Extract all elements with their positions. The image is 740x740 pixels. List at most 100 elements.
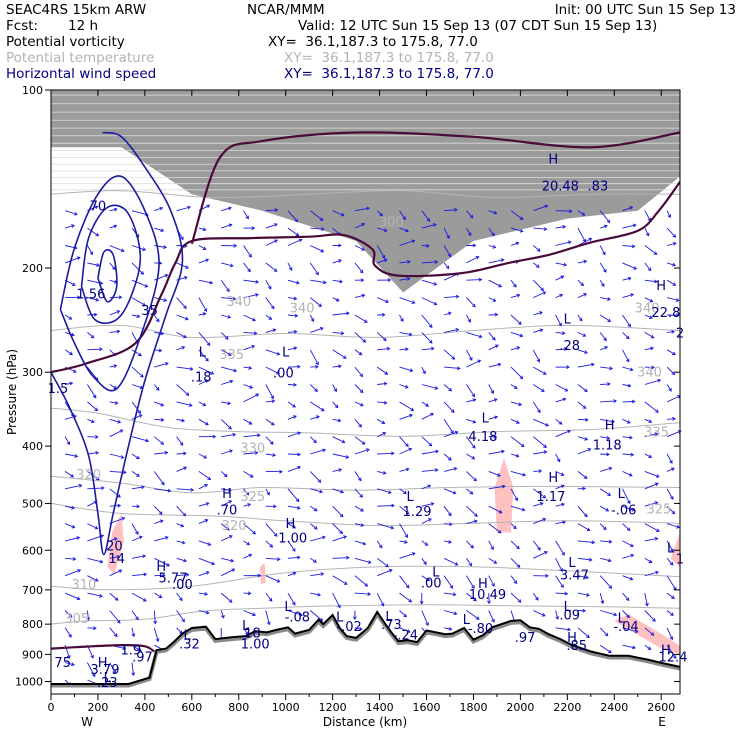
wind-vector-head-682 (672, 282, 677, 286)
wind-vector-head-207 (231, 568, 236, 572)
wind-vector-head-188 (233, 243, 238, 248)
wind-vector-head-541 (538, 469, 543, 473)
wind-vector-head-534 (536, 358, 541, 363)
wind-vector-head-237 (274, 223, 278, 227)
wind-vector-24 (64, 627, 72, 638)
wind-vector-358 (376, 245, 385, 259)
wind-vector-head-359 (383, 258, 388, 263)
wind-vector-6 (64, 314, 72, 320)
wind-vector-head-477 (475, 616, 480, 620)
wind-vector-head-96 (138, 414, 143, 418)
wind-vector-368 (376, 418, 385, 424)
wind-vector-632 (622, 314, 631, 327)
wind-vector-head-515 (520, 443, 525, 448)
wind-vector-94 (131, 384, 143, 389)
theta-contour-305-6 (50, 604, 681, 625)
wind-vector-518 (510, 488, 518, 501)
wind-vector-569 (555, 540, 565, 556)
wind-vector-head-100 (141, 485, 145, 490)
wind-vector-head-385 (400, 318, 404, 322)
wind-vector-326 (332, 523, 343, 534)
wind-vector-head-110 (131, 672, 136, 677)
wind-vector-head-73 (117, 503, 122, 508)
wind-vector-641 (622, 470, 633, 477)
wind-vector-head-240 (267, 285, 272, 290)
wind-vector-head-342 (359, 402, 364, 407)
wind-vector-475 (466, 575, 475, 589)
contour-label-18: L (199, 345, 207, 360)
wind-vector-593 (577, 523, 591, 531)
wind-vector-head-364 (386, 346, 391, 351)
wind-vector-164 (198, 245, 207, 250)
wind-vector-385 (399, 314, 404, 322)
wind-vector-head-491 (493, 434, 498, 439)
wind-vector-321 (332, 436, 345, 443)
wind-vector-216 (243, 294, 259, 299)
wind-vector-322 (332, 453, 349, 458)
wind-vector-head-79 (116, 619, 121, 624)
wind-vector-129 (154, 520, 163, 525)
contour-label-64: L (463, 613, 471, 628)
wind-vector-20 (65, 557, 76, 560)
wind-vector-head-623 (613, 612, 618, 617)
wind-vector-head-489 (493, 398, 498, 402)
wind-vector-head-99 (136, 473, 140, 477)
wind-vector-314 (332, 312, 350, 316)
wind-vector-head-474 (468, 562, 472, 567)
wind-vector-240 (265, 279, 272, 290)
wind-vector-48 (87, 557, 103, 563)
wind-vector-head-203 (228, 500, 233, 504)
wind-vector-head-261 (295, 232, 300, 237)
wind-vector-head-48 (99, 559, 104, 564)
wind-vector-head-326 (339, 530, 344, 535)
wind-vector-head-76 (116, 554, 121, 559)
wind-vector-head-135 (155, 638, 160, 643)
wind-vector-127 (154, 488, 171, 492)
contour-label-68: .09 (559, 608, 580, 623)
wind-vector-head-230 (246, 541, 251, 546)
wind-vector-head-561 (562, 397, 567, 402)
wind-vector-head-552 (567, 240, 572, 245)
wind-vector-95 (131, 401, 141, 414)
wind-vector-head-487 (497, 362, 502, 367)
wind-vector-head-268 (293, 346, 298, 351)
wind-vector-668 (644, 482, 659, 490)
wind-vector-head-521 (516, 545, 520, 550)
wind-vector-561 (555, 398, 566, 403)
wind-vector-701 (666, 610, 674, 616)
wind-vector-head-448 (448, 539, 452, 544)
wind-vector-head-447 (449, 522, 453, 527)
wind-vector-46 (87, 523, 98, 530)
contour-label-72: .18 (240, 626, 261, 641)
wind-vector-head-116 (163, 298, 168, 303)
wind-vector-head-283 (299, 612, 303, 617)
wind-vector-head-615 (608, 466, 613, 471)
wind-vector-570 (555, 558, 563, 572)
wind-vector-head-395 (403, 490, 407, 495)
wind-vector-673 (644, 571, 659, 577)
wind-vector-488 (488, 384, 494, 394)
wind-vector-head-197 (227, 401, 232, 406)
contour-label-28: H (548, 152, 558, 167)
wind-vector-head-650 (634, 629, 639, 634)
wind-vector-head-98 (136, 455, 140, 460)
wind-vector-head-214 (247, 268, 251, 273)
x-tick-label-1200: 1200 (319, 701, 347, 714)
wind-vector-head-125 (164, 450, 169, 455)
wind-vector-567 (555, 503, 565, 507)
wind-vector-head-5 (77, 295, 81, 300)
wind-vector-454 (466, 210, 474, 219)
wind-vector-336 (354, 294, 365, 299)
wind-vector-373 (377, 505, 395, 507)
wind-vector-head-146 (189, 366, 194, 371)
wind-vector-145 (176, 346, 185, 351)
wind-vector-head-56 (113, 207, 118, 212)
wind-vector-103 (131, 536, 143, 542)
wind-vector-268 (287, 347, 297, 351)
wind-vector-422 (421, 518, 432, 525)
wind-vector-243 (265, 329, 276, 333)
wind-vector-head-522 (516, 564, 521, 568)
wind-vector-700 (666, 592, 675, 599)
init-time: Init: 00 UTC Sun 15 Sep 13 (554, 2, 736, 18)
wind-vector-8 (64, 349, 73, 355)
